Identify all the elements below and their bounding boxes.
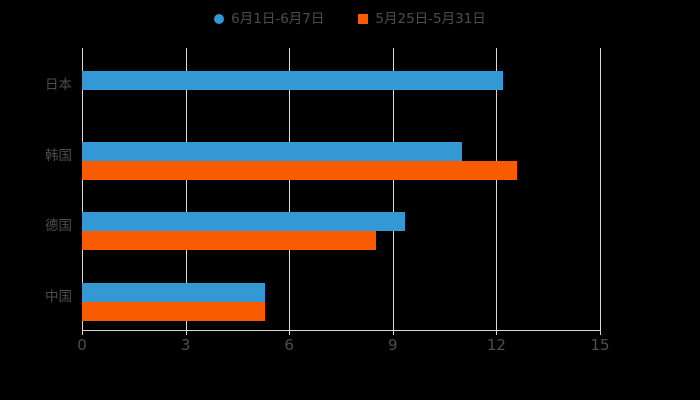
y-axis-tick-label: 德国 xyxy=(45,218,72,234)
y-axis-tick-label: 中国 xyxy=(45,288,72,305)
gridline xyxy=(82,48,83,330)
gridline xyxy=(185,48,187,330)
x-axis-tick-label: 9 xyxy=(388,336,398,354)
y-axis-tick-label: 日本 xyxy=(45,77,72,93)
x-axis-tick-mark xyxy=(289,330,291,335)
bar[interactable] xyxy=(82,301,266,321)
bar[interactable] xyxy=(82,231,376,250)
x-axis-tick-mark xyxy=(496,330,498,335)
x-axis-tick-mark xyxy=(392,330,394,335)
bar[interactable] xyxy=(82,212,405,231)
circle-marker xyxy=(214,14,225,24)
x-axis-tick-mark xyxy=(600,330,601,335)
x-axis-tick-label: 0 xyxy=(77,336,87,354)
x-axis-tick-label: 3 xyxy=(180,336,191,354)
bar[interactable] xyxy=(82,141,462,161)
gridline xyxy=(600,48,601,330)
legend-label: 5月25日-5月31日 xyxy=(375,11,486,27)
x-axis-tick-label: 12 xyxy=(486,336,506,354)
x-axis-tick-mark xyxy=(185,330,187,335)
chart-legend: 6月1日-6月7日 5月25日-5月31日 xyxy=(0,6,700,32)
plot-area xyxy=(82,48,601,330)
y-axis-labels: 日本 韩国 德国 中国 xyxy=(0,48,72,330)
bar[interactable] xyxy=(82,282,266,302)
gridline xyxy=(496,48,498,330)
square-marker xyxy=(358,14,369,24)
bar[interactable] xyxy=(82,160,518,180)
legend-item[interactable]: 5月25日-5月31日 xyxy=(358,9,486,29)
x-axis-tick-mark xyxy=(82,330,83,335)
x-axis-line xyxy=(82,330,601,331)
x-axis-tick-label: 6 xyxy=(284,336,294,354)
legend-item[interactable]: 6月1日-6月7日 xyxy=(214,9,324,29)
legend-label: 6月1日-6月7日 xyxy=(231,11,325,27)
y-axis-tick-label: 韩国 xyxy=(45,147,72,164)
bar[interactable] xyxy=(82,71,504,90)
x-axis-tick-label: 15 xyxy=(590,336,610,354)
gridline xyxy=(289,48,291,330)
gridline xyxy=(392,48,394,330)
